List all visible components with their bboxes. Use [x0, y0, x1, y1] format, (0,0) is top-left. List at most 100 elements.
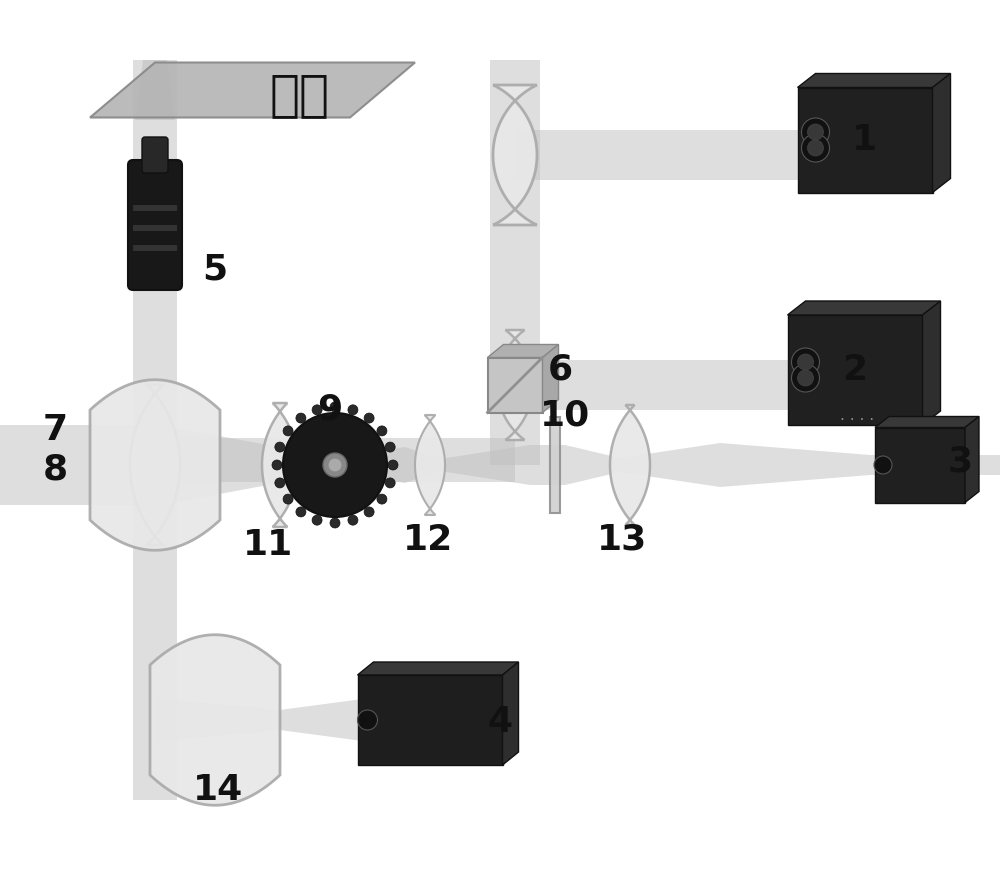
Polygon shape — [150, 635, 280, 805]
Polygon shape — [503, 662, 518, 765]
Polygon shape — [415, 415, 445, 515]
FancyBboxPatch shape — [133, 225, 177, 231]
FancyBboxPatch shape — [0, 425, 160, 505]
Circle shape — [802, 118, 830, 146]
Circle shape — [330, 402, 340, 412]
Circle shape — [802, 134, 830, 162]
Polygon shape — [405, 447, 440, 483]
Circle shape — [312, 515, 322, 525]
Circle shape — [792, 364, 820, 392]
Polygon shape — [440, 445, 530, 485]
Polygon shape — [335, 447, 405, 483]
FancyBboxPatch shape — [870, 455, 1000, 475]
Circle shape — [348, 515, 358, 525]
Circle shape — [296, 413, 306, 423]
FancyBboxPatch shape — [530, 445, 565, 485]
Text: 5: 5 — [202, 253, 228, 287]
Polygon shape — [788, 301, 940, 315]
FancyBboxPatch shape — [358, 675, 503, 765]
Polygon shape — [932, 74, 950, 192]
Polygon shape — [875, 417, 979, 427]
FancyBboxPatch shape — [133, 465, 177, 800]
Text: 2: 2 — [842, 353, 868, 387]
Text: 9: 9 — [317, 393, 343, 427]
Circle shape — [364, 413, 374, 423]
Polygon shape — [160, 425, 295, 505]
Polygon shape — [542, 345, 558, 412]
Circle shape — [358, 710, 378, 730]
Text: 3: 3 — [947, 445, 973, 479]
Circle shape — [275, 478, 285, 488]
Polygon shape — [610, 405, 650, 525]
Polygon shape — [262, 403, 298, 527]
Circle shape — [348, 405, 358, 415]
Circle shape — [377, 426, 387, 436]
Polygon shape — [922, 301, 940, 425]
FancyBboxPatch shape — [370, 698, 500, 742]
Polygon shape — [280, 698, 370, 742]
FancyBboxPatch shape — [128, 160, 182, 290]
Polygon shape — [488, 345, 558, 358]
FancyBboxPatch shape — [155, 438, 515, 482]
FancyBboxPatch shape — [875, 427, 965, 503]
Circle shape — [312, 405, 322, 415]
Text: 1: 1 — [852, 123, 878, 157]
Circle shape — [385, 478, 395, 488]
Circle shape — [296, 507, 306, 517]
Circle shape — [808, 140, 824, 156]
Text: 8: 8 — [42, 453, 68, 487]
Text: 12: 12 — [403, 523, 453, 557]
Circle shape — [272, 460, 282, 470]
Polygon shape — [798, 74, 950, 88]
Polygon shape — [620, 443, 720, 487]
Text: 13: 13 — [597, 523, 647, 557]
FancyBboxPatch shape — [515, 360, 870, 410]
FancyBboxPatch shape — [490, 60, 540, 465]
Polygon shape — [130, 385, 180, 545]
Polygon shape — [493, 85, 537, 225]
Polygon shape — [295, 450, 335, 480]
Text: 14: 14 — [193, 773, 243, 807]
Circle shape — [364, 507, 374, 517]
FancyBboxPatch shape — [133, 245, 177, 251]
FancyBboxPatch shape — [133, 205, 177, 211]
Circle shape — [323, 453, 347, 477]
Circle shape — [792, 348, 820, 376]
Polygon shape — [965, 417, 979, 503]
FancyBboxPatch shape — [788, 315, 922, 425]
Circle shape — [388, 460, 398, 470]
Text: 10: 10 — [540, 398, 590, 432]
Circle shape — [377, 494, 387, 504]
Circle shape — [874, 456, 892, 474]
FancyBboxPatch shape — [488, 358, 542, 412]
Polygon shape — [550, 417, 560, 513]
Circle shape — [275, 442, 285, 452]
Text: 4: 4 — [487, 705, 513, 739]
Polygon shape — [565, 445, 620, 485]
Circle shape — [798, 354, 814, 370]
Polygon shape — [497, 330, 533, 440]
FancyBboxPatch shape — [515, 130, 870, 180]
FancyBboxPatch shape — [133, 60, 177, 465]
Circle shape — [385, 442, 395, 452]
Polygon shape — [155, 698, 280, 742]
Text: 6: 6 — [547, 353, 573, 387]
Text: . . . .: . . . . — [840, 408, 874, 423]
FancyBboxPatch shape — [142, 137, 168, 173]
Polygon shape — [90, 62, 415, 118]
Polygon shape — [720, 443, 870, 487]
Circle shape — [283, 494, 293, 504]
Text: 11: 11 — [243, 528, 293, 562]
Circle shape — [283, 413, 387, 517]
Circle shape — [798, 370, 814, 386]
Text: 7: 7 — [42, 413, 68, 447]
Circle shape — [330, 518, 340, 528]
Polygon shape — [358, 662, 518, 675]
Text: 样品: 样品 — [270, 71, 330, 119]
Polygon shape — [135, 60, 175, 120]
Polygon shape — [90, 380, 220, 550]
FancyBboxPatch shape — [798, 88, 932, 192]
Circle shape — [328, 458, 342, 472]
Circle shape — [283, 426, 293, 436]
Circle shape — [808, 124, 824, 140]
